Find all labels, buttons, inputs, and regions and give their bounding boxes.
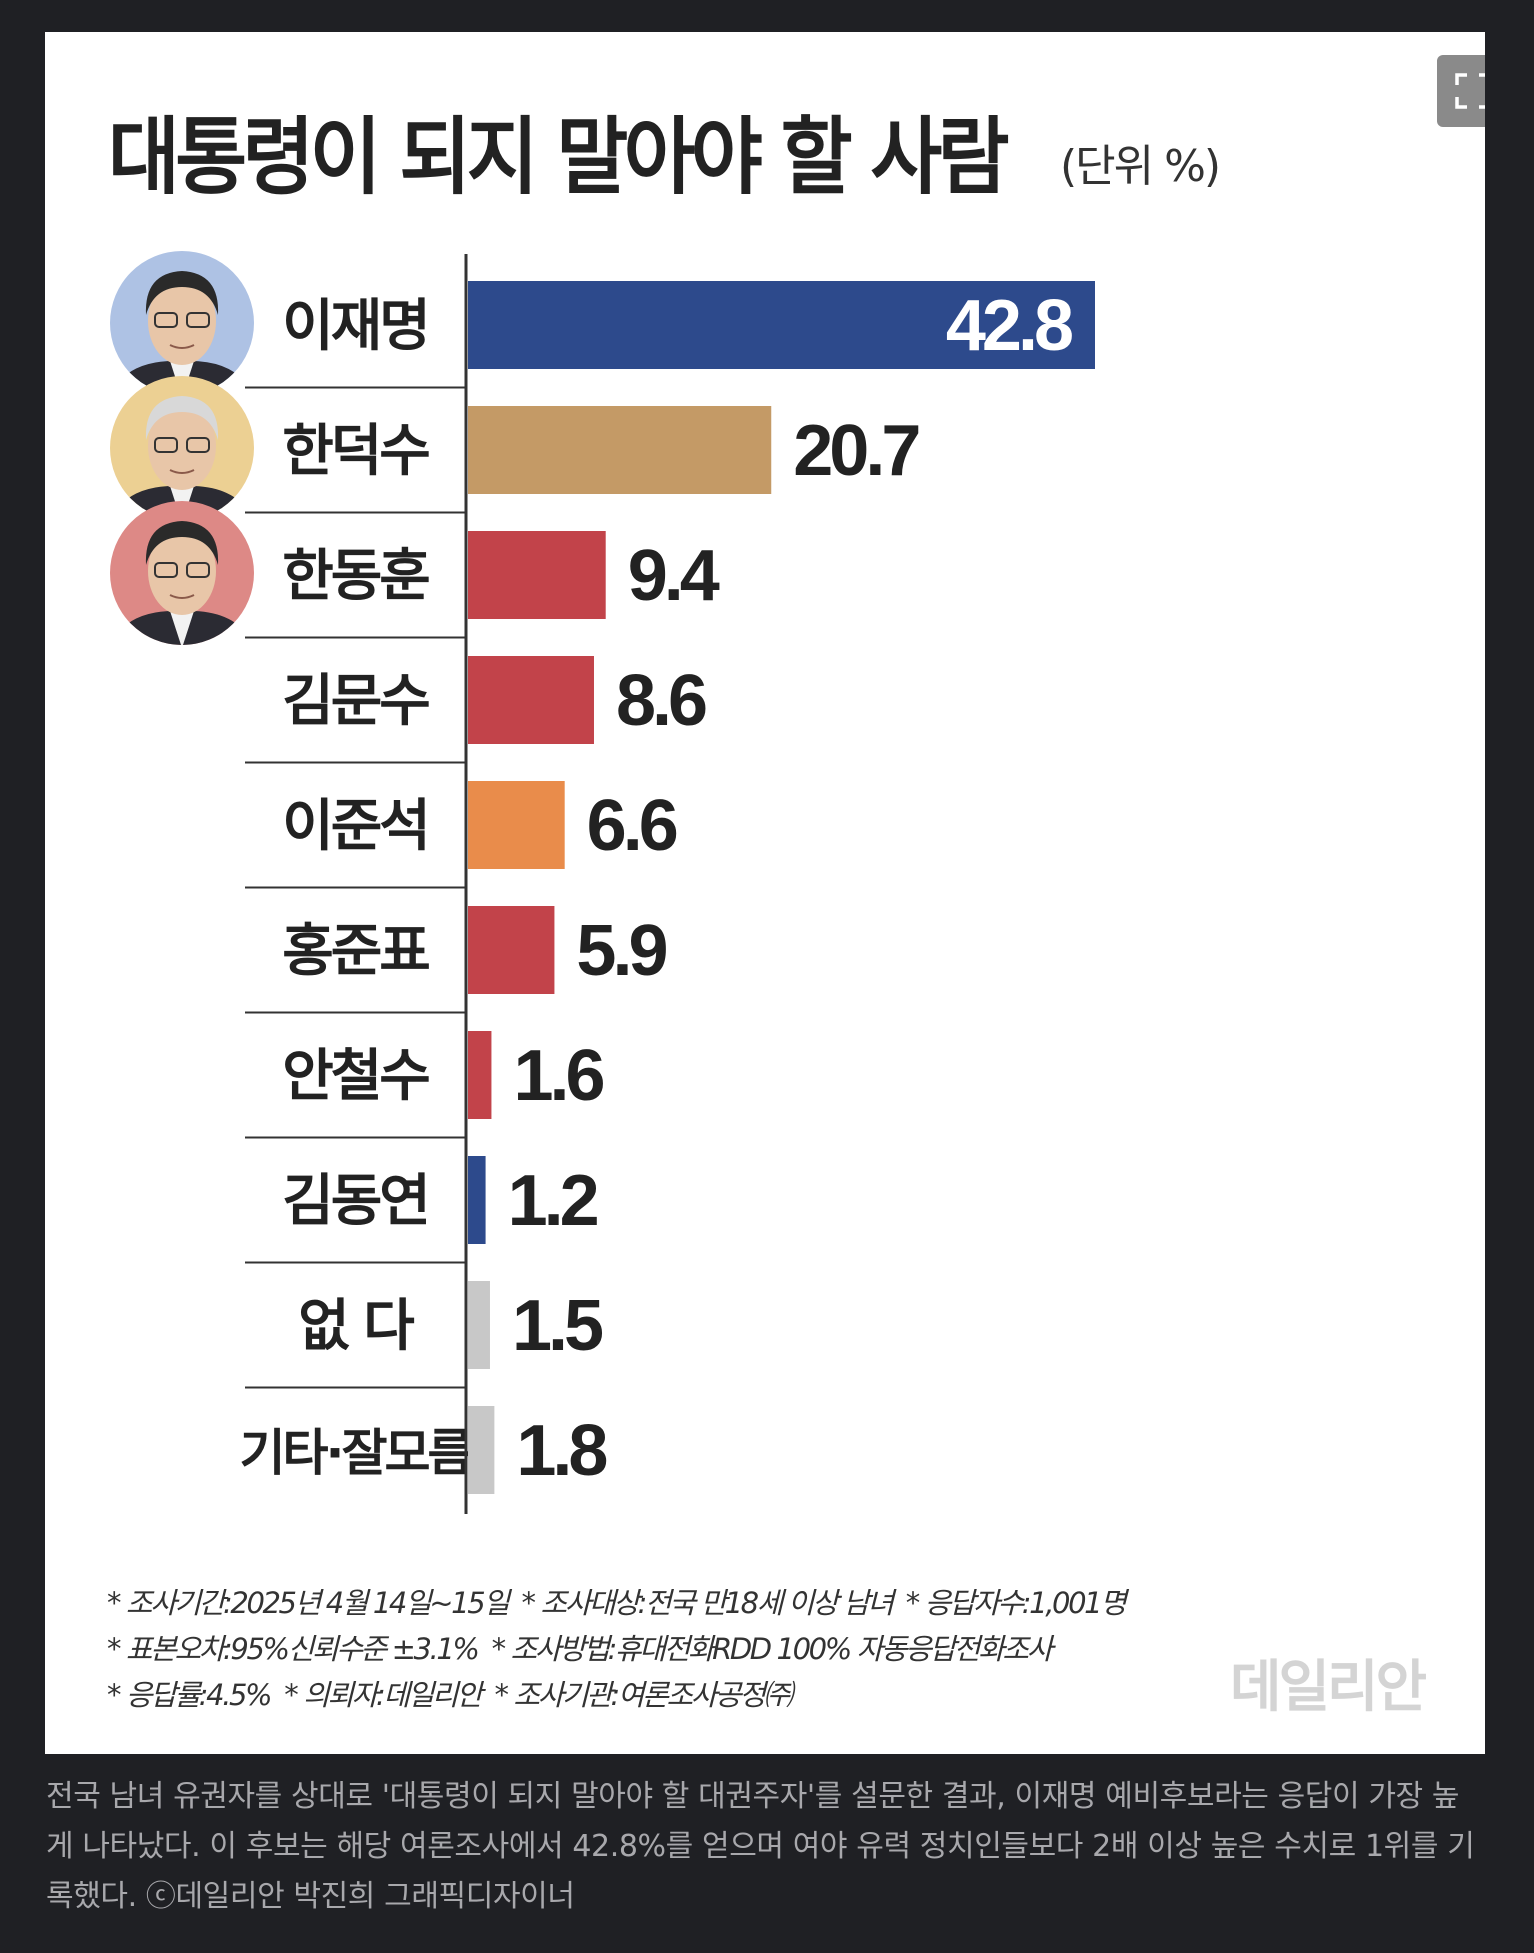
bar: [468, 906, 555, 994]
portrait-face: [148, 277, 216, 365]
value-label: 20.7: [793, 411, 918, 491]
chart-unit: (단위 %): [1060, 141, 1221, 192]
portrait-shirt: [170, 611, 194, 645]
bar-chart: 이재명 42.8 한덕수 20.7 한동훈 9.4 김문수 8.6 이준석 6.6 홍준표 5.9 안철…: [110, 251, 1095, 1514]
value-label: 1.5: [512, 1286, 603, 1366]
bar: [468, 281, 1095, 369]
category-label: 이재명: [282, 294, 428, 359]
portrait-hair: [145, 396, 219, 440]
notes-line: * 응답률:4.5% * 의뢰자:데일리안 * 조사기관:여론조사공정㈜: [107, 1672, 1138, 1718]
portrait-glasses: [186, 437, 210, 453]
bar: [468, 1031, 492, 1119]
note: * 조사기간:2025년 4월 14일~15일: [107, 1586, 510, 1620]
note: * 응답자수:1,001명: [905, 1586, 1127, 1620]
bar: [468, 781, 565, 869]
value-label: 1.2: [508, 1161, 598, 1241]
category-label: 이준석: [282, 794, 428, 859]
notes-line: * 조사기간:2025년 4월 14일~15일 * 조사대상:전국 만18세 이상…: [107, 1580, 1138, 1626]
value-label: 6.6: [587, 786, 677, 866]
portrait-hair: [145, 271, 219, 315]
survey-notes: * 조사기간:2025년 4월 14일~15일 * 조사대상:전국 만18세 이상…: [107, 1580, 1138, 1718]
portrait-glasses: [154, 562, 178, 578]
notes-line: * 표본오차:95%신뢰수준 ±3.1% * 조사방법:휴대전화RDD 100% …: [107, 1626, 1138, 1672]
note: * 조사기관:여론조사공정㈜: [494, 1678, 792, 1712]
portrait-glasses: [154, 437, 178, 453]
value-label: 8.6: [616, 661, 706, 741]
note: * 조사대상:전국 만18세 이상 남녀: [521, 1586, 895, 1620]
bar: [468, 1156, 486, 1244]
category-label: 홍준표: [282, 919, 429, 984]
portrait-mouth: [169, 344, 195, 349]
category-label: 안철수: [282, 1044, 429, 1109]
note: * 의뢰자:데일리안: [284, 1678, 483, 1712]
value-label: 1.6: [513, 1036, 603, 1116]
category-label: 김문수: [282, 669, 429, 734]
bar: [468, 1406, 495, 1494]
portrait-hair: [145, 521, 219, 565]
portrait-glasses: [186, 562, 210, 578]
category-label: 기타·잘모름: [240, 1424, 473, 1482]
value-label: 5.9: [576, 911, 666, 991]
category-label: 한덕수: [282, 419, 429, 484]
portrait-face: [148, 402, 216, 490]
note: * 조사방법:휴대전화RDD 100% 자동응답전화조사: [491, 1632, 1054, 1666]
value-label: 42.8: [946, 286, 1072, 366]
note: * 표본오차:95%신뢰수준 ±3.1%: [107, 1632, 480, 1666]
value-label: 9.4: [628, 536, 720, 616]
chart-card: 대통령이 되지 말아야 할 사람 (단위 %) 이재명 42.8 한덕수 20.7 한동…: [45, 32, 1485, 1754]
chart-title: 대통령이 되지 말아야 할 사람: [108, 108, 1009, 206]
category-label: 한동훈: [282, 544, 429, 609]
fullscreen-icon: [1455, 73, 1485, 109]
category-label: 없 다: [298, 1294, 414, 1359]
portrait-mouth: [169, 594, 195, 599]
image-caption: 전국 남녀 유권자를 상대로 '대통령이 되지 말아야 할 대권주자'를 설문한…: [46, 1779, 1475, 1914]
bar: [468, 656, 594, 744]
bar: [468, 1281, 490, 1369]
watermark-logo: 데일리안: [1230, 1655, 1427, 1720]
portrait-glasses: [154, 312, 178, 328]
note: * 응답률:4.5%: [107, 1678, 273, 1712]
portrait-mouth: [169, 469, 195, 474]
portrait-icon: [110, 501, 254, 645]
expand-button[interactable]: [1437, 55, 1485, 127]
value-label: 1.8: [516, 1411, 606, 1491]
bar: [468, 531, 606, 619]
category-label: 김동연: [282, 1169, 428, 1234]
portrait-glasses: [186, 312, 210, 328]
bar: [468, 406, 772, 494]
portrait-face: [148, 527, 216, 615]
